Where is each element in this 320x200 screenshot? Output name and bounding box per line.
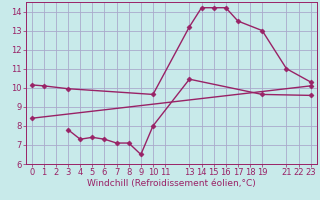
X-axis label: Windchill (Refroidissement éolien,°C): Windchill (Refroidissement éolien,°C) bbox=[87, 179, 256, 188]
